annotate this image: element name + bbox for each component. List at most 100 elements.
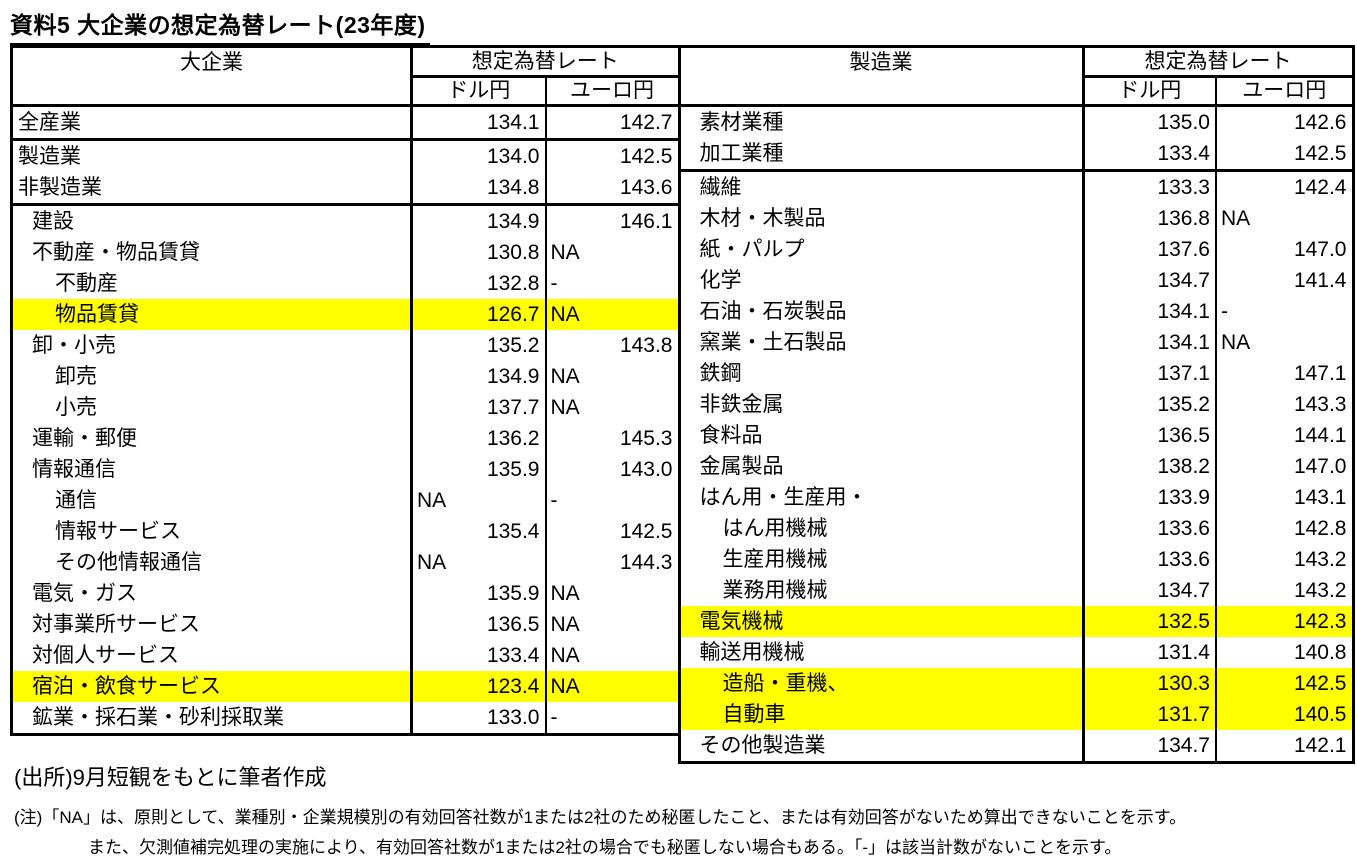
table-row: 不動産・物品賃貸 130.8 NA (11, 237, 678, 268)
eur-jpy-value: 142.6 (1293, 111, 1347, 134)
table-body: 全産業 134.1 142.7 製造業 134.0 142.5 非製造業 134.8 143.6… (11, 105, 678, 735)
eur-jpy-value: NA (550, 241, 580, 264)
table-row: 情報通信 135.9 143.0 (11, 454, 678, 485)
eur-jpy-value: 142.8 (1293, 517, 1347, 540)
eur-jpy-value: 142.1 (1293, 734, 1347, 757)
industry-label: 石油・石炭製品 (679, 296, 1085, 327)
usd-jpy-value: 136.5 (1083, 420, 1217, 451)
eur-jpy-value: 143.2 (1293, 579, 1347, 602)
industry-label: 化学 (679, 265, 1085, 296)
table-row: 製造業 134.0 142.5 (11, 139, 678, 172)
footnote-dash: また、欠測値補完処理の実施により、有効回答社数が1または2社の場合でも秘匿しない… (88, 838, 1122, 857)
eur-jpy-value: - (550, 489, 558, 512)
table-row: 繊維 133.3 142.4 (679, 170, 1353, 203)
usd-jpy-value: 133.9 (1083, 482, 1217, 513)
eur-jpy-value: NA (550, 613, 580, 636)
usd-jpy-value: 134.7 (1083, 575, 1217, 606)
column-header-rate: 想定為替レート (1083, 46, 1353, 78)
table-row: 造船・重機、 130.3 142.5 (679, 668, 1353, 699)
usd-jpy-value: 131.4 (1083, 637, 1217, 668)
industry-label: 対個人サービス (11, 640, 413, 671)
usd-jpy-value: NA (411, 485, 547, 516)
table-row: その他製造業 134.7 142.1 (679, 730, 1353, 763)
usd-jpy-value: 126.7 (411, 299, 547, 330)
industry-label: 紙・パルプ (679, 234, 1085, 265)
industry-label: 輸送用機械 (679, 637, 1085, 668)
industry-label: その他製造業 (679, 730, 1085, 763)
table-row: 輸送用機械 131.4 140.8 (679, 637, 1353, 668)
table-row: 全産業 134.1 142.7 (11, 105, 678, 140)
table-row: 自動車 131.7 140.5 (679, 699, 1353, 730)
eur-jpy-value: 146.1 (619, 210, 673, 233)
table-row: 情報サービス 135.4 142.5 (11, 516, 678, 547)
eur-jpy-value: 140.5 (1293, 703, 1347, 726)
usd-jpy-value: 134.9 (411, 361, 547, 392)
industry-label: 物品賃貸 (11, 299, 413, 330)
table-header: 大企業 想定為替レート ドル円 ユーロ円 (11, 46, 678, 106)
usd-jpy-value: 136.2 (411, 423, 547, 454)
usd-jpy-value: 135.2 (1083, 389, 1217, 420)
usd-jpy-value: 134.0 (411, 139, 547, 172)
usd-jpy-value: NA (411, 547, 547, 578)
eur-jpy-value: - (550, 272, 558, 295)
eur-jpy-value: 143.6 (619, 176, 673, 199)
industry-label: 鉄鋼 (679, 358, 1085, 389)
table-row: 電気・ガス 135.9 NA (11, 578, 678, 609)
usd-jpy-value: 135.0 (1083, 105, 1217, 138)
eur-jpy-value: 145.3 (619, 427, 673, 450)
eur-jpy-value: NA (1221, 207, 1251, 230)
industry-label: 繊維 (679, 170, 1085, 203)
eur-jpy-value: 144.1 (1293, 424, 1347, 447)
table-row: 非製造業 134.8 143.6 (11, 172, 678, 205)
industry-label: 宿泊・飲食サービス (11, 671, 413, 702)
eur-jpy-value: 144.3 (619, 551, 673, 574)
footnote-na: (注)「NA」は、原則として、業種別・企業規模別の有効回答社数が1または2社のた… (14, 808, 1187, 827)
industry-label: 食料品 (679, 420, 1085, 451)
table-row: はん用機械 133.6 142.8 (679, 513, 1353, 544)
assumed-rate-table-large-enterprises: 大企業 想定為替レート ドル円 ユーロ円 全産業 134.1 142.7 製造業 134… (10, 45, 678, 736)
table-row: 対事業所サービス 136.5 NA (11, 609, 678, 640)
industry-label: 非鉄金属 (679, 389, 1085, 420)
industry-label: 情報サービス (11, 516, 413, 547)
source-note: (出所)9月短観をもとに筆者作成 (14, 765, 327, 790)
usd-jpy-value: 135.9 (411, 578, 547, 609)
industry-label: 窯業・土石製品 (679, 327, 1085, 358)
eur-jpy-value: 143.0 (619, 458, 673, 481)
industry-label: 非製造業 (11, 172, 413, 205)
eur-jpy-value: 143.8 (619, 334, 673, 357)
usd-jpy-value: 133.6 (1083, 513, 1217, 544)
industry-label: 製造業 (11, 139, 413, 172)
usd-jpy-value: 133.3 (1083, 170, 1217, 203)
eur-jpy-value: 142.7 (619, 111, 673, 134)
table-row: 運輸・郵便 136.2 145.3 (11, 423, 678, 454)
industry-label: 卸・小売 (11, 330, 413, 361)
table-row: その他情報通信 NA 144.3 (11, 547, 678, 578)
table-row: 紙・パルプ 137.6 147.0 (679, 234, 1353, 265)
industry-label: 電気機械 (679, 606, 1085, 637)
usd-jpy-value: 134.1 (1083, 327, 1217, 358)
usd-jpy-value: 133.4 (1083, 138, 1217, 171)
eur-jpy-value: 143.2 (1293, 548, 1347, 571)
industry-label: その他情報通信 (11, 547, 413, 578)
table-header: 製造業 想定為替レート ドル円 ユーロ円 (679, 46, 1353, 106)
industry-label: 全産業 (11, 105, 413, 140)
industry-label: 情報通信 (11, 454, 413, 485)
table-row: 宿泊・飲食サービス 123.4 NA (11, 671, 678, 702)
table-row: 卸売 134.9 NA (11, 361, 678, 392)
usd-jpy-value: 130.3 (1083, 668, 1217, 699)
column-header-group: 製造業 (679, 46, 1085, 106)
industry-label: 不動産・物品賃貸 (11, 237, 413, 268)
industry-label: 小売 (11, 392, 413, 423)
eur-jpy-value: 142.5 (1293, 672, 1347, 695)
usd-jpy-value: 135.2 (411, 330, 547, 361)
usd-jpy-value: 136.8 (1083, 203, 1217, 234)
industry-label: 電気・ガス (11, 578, 413, 609)
table-row: 金属製品 138.2 147.0 (679, 451, 1353, 482)
industry-label: 加工業種 (679, 138, 1085, 171)
table-row: 生産用機械 133.6 143.2 (679, 544, 1353, 575)
table-row: 物品賃貸 126.7 NA (11, 299, 678, 330)
eur-jpy-value: 147.0 (1293, 238, 1347, 261)
usd-jpy-value: 134.7 (1083, 730, 1217, 763)
usd-jpy-value: 135.9 (411, 454, 547, 485)
